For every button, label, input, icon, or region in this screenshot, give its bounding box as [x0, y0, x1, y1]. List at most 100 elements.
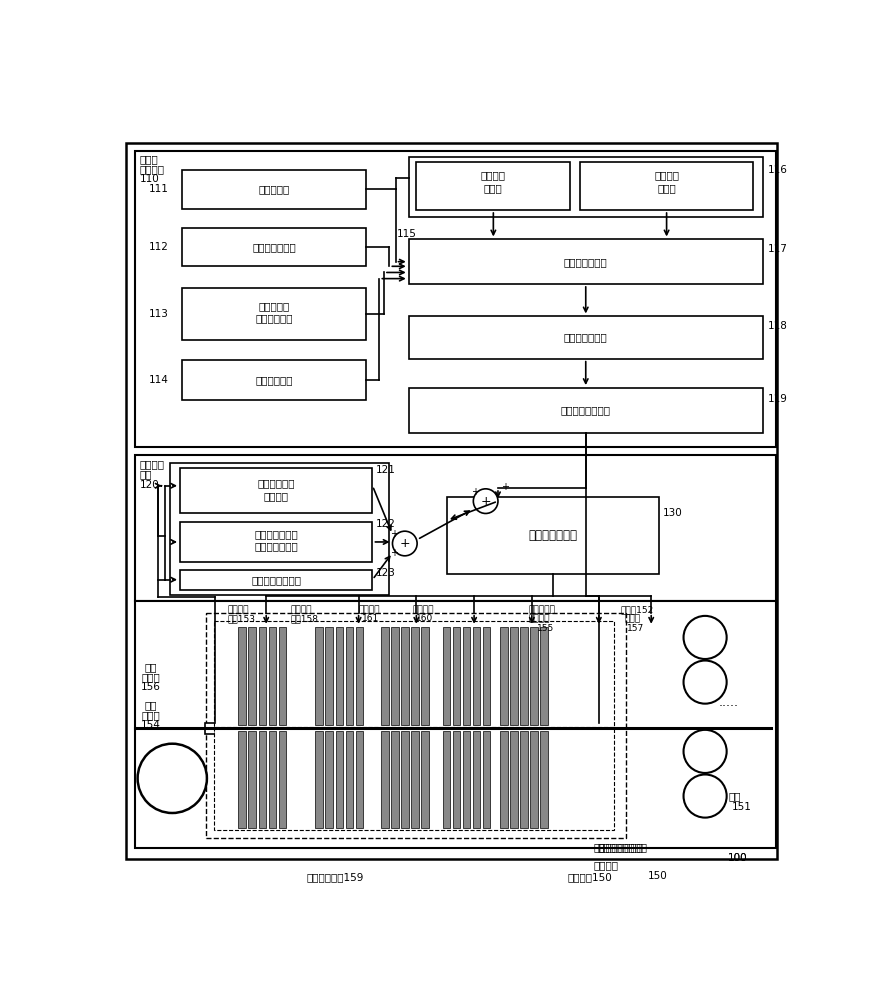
Text: 装置158: 装置158: [291, 614, 319, 623]
FancyBboxPatch shape: [452, 731, 460, 828]
Circle shape: [473, 489, 498, 513]
Text: 120: 120: [140, 480, 159, 490]
FancyBboxPatch shape: [482, 731, 490, 828]
Text: 100: 100: [729, 853, 748, 863]
Text: +: +: [480, 495, 491, 508]
Text: 卷取温度控制装置: 卷取温度控制装置: [593, 842, 643, 852]
FancyBboxPatch shape: [580, 162, 753, 210]
FancyBboxPatch shape: [346, 627, 353, 725]
Text: 控制编码算出部: 控制编码算出部: [564, 257, 607, 267]
Text: 151: 151: [732, 802, 752, 812]
Text: 154: 154: [141, 720, 161, 730]
FancyBboxPatch shape: [214, 728, 614, 830]
Circle shape: [684, 730, 727, 773]
Text: 板温推定模型: 板温推定模型: [255, 375, 293, 385]
FancyBboxPatch shape: [391, 627, 399, 725]
FancyBboxPatch shape: [259, 731, 267, 828]
Text: 预设定: 预设定: [140, 154, 158, 164]
Text: 155: 155: [538, 624, 554, 633]
Text: 控制编码滤波装置: 控制编码滤波装置: [561, 405, 611, 415]
FancyBboxPatch shape: [391, 731, 399, 828]
FancyBboxPatch shape: [180, 468, 372, 513]
FancyBboxPatch shape: [335, 731, 343, 828]
Circle shape: [392, 531, 417, 556]
FancyBboxPatch shape: [205, 723, 216, 734]
FancyBboxPatch shape: [181, 360, 366, 400]
FancyBboxPatch shape: [593, 722, 605, 733]
Text: 121: 121: [376, 465, 395, 475]
Text: 轧钢机: 轧钢机: [624, 614, 641, 623]
FancyBboxPatch shape: [408, 157, 763, 217]
FancyBboxPatch shape: [510, 731, 518, 828]
FancyBboxPatch shape: [316, 627, 323, 725]
Text: 卷取: 卷取: [144, 662, 157, 672]
Text: 轧钢机输出侧温: 轧钢机输出侧温: [254, 529, 298, 539]
FancyBboxPatch shape: [510, 627, 518, 725]
Text: 122: 122: [376, 519, 395, 529]
Text: 115: 115: [397, 229, 417, 239]
Text: 决定部: 决定部: [657, 183, 676, 193]
FancyBboxPatch shape: [408, 239, 763, 284]
FancyBboxPatch shape: [401, 627, 408, 725]
Circle shape: [684, 775, 727, 818]
Text: 修正装置: 修正装置: [264, 491, 289, 501]
Text: 时间间隔: 时间间隔: [480, 170, 506, 180]
FancyBboxPatch shape: [316, 731, 323, 828]
FancyBboxPatch shape: [381, 731, 389, 828]
Text: 决定部: 决定部: [484, 183, 502, 193]
FancyBboxPatch shape: [540, 627, 548, 725]
FancyBboxPatch shape: [268, 627, 276, 725]
Circle shape: [684, 661, 727, 704]
FancyBboxPatch shape: [326, 731, 334, 828]
FancyBboxPatch shape: [326, 627, 334, 725]
Text: .....: .....: [718, 696, 738, 709]
Text: 110: 110: [140, 174, 159, 184]
Text: 161: 161: [363, 614, 379, 623]
FancyBboxPatch shape: [279, 627, 286, 725]
Text: 压延机152: 压延机152: [620, 605, 654, 614]
Text: 冷却集管: 冷却集管: [413, 605, 434, 614]
Text: +: +: [471, 487, 479, 497]
Text: 储水装置: 储水装置: [359, 605, 380, 614]
Text: 优先级顺序表: 优先级顺序表: [255, 314, 293, 324]
FancyBboxPatch shape: [520, 731, 528, 828]
FancyBboxPatch shape: [206, 613, 626, 838]
FancyBboxPatch shape: [408, 388, 763, 433]
FancyBboxPatch shape: [381, 627, 389, 725]
FancyBboxPatch shape: [181, 228, 366, 266]
FancyBboxPatch shape: [411, 627, 419, 725]
Text: 目标卷取温度表: 目标卷取温度表: [252, 242, 296, 252]
Text: 160: 160: [416, 614, 434, 623]
Text: 计算区域: 计算区域: [654, 170, 679, 180]
Text: 156: 156: [141, 682, 161, 692]
Text: 集管图形変换部: 集管图形変换部: [528, 529, 577, 542]
FancyBboxPatch shape: [181, 288, 366, 340]
Text: 113: 113: [149, 309, 168, 319]
FancyBboxPatch shape: [238, 731, 246, 828]
FancyBboxPatch shape: [463, 731, 470, 828]
Text: 控制对象: 控制对象: [593, 860, 619, 870]
Text: 轧钢机输出: 轧钢机输出: [528, 605, 555, 614]
Text: 控制对象150: 控制对象150: [568, 872, 612, 882]
FancyBboxPatch shape: [447, 497, 659, 574]
Circle shape: [684, 616, 727, 659]
Text: 度偏差修正装置: 度偏差修正装置: [254, 542, 298, 552]
FancyBboxPatch shape: [540, 731, 548, 828]
Text: 114: 114: [149, 375, 168, 385]
FancyBboxPatch shape: [356, 731, 363, 828]
Text: 装置153: 装置153: [228, 614, 256, 623]
Text: +: +: [400, 537, 410, 550]
FancyBboxPatch shape: [531, 627, 538, 725]
Text: 117: 117: [768, 244, 788, 254]
Text: 控制编码内插部: 控制编码内插部: [564, 332, 607, 342]
Text: 112: 112: [149, 242, 168, 252]
Text: 130: 130: [663, 508, 683, 518]
Text: 卷取機: 卷取機: [142, 710, 160, 720]
FancyBboxPatch shape: [181, 170, 366, 209]
FancyBboxPatch shape: [136, 151, 776, 447]
FancyBboxPatch shape: [356, 627, 363, 725]
FancyBboxPatch shape: [238, 627, 246, 725]
Text: 速度偏差修正装置: 速度偏差修正装置: [251, 575, 301, 585]
Text: 卷取温度偏差: 卷取温度偏差: [258, 478, 295, 488]
Text: 123: 123: [376, 568, 395, 578]
